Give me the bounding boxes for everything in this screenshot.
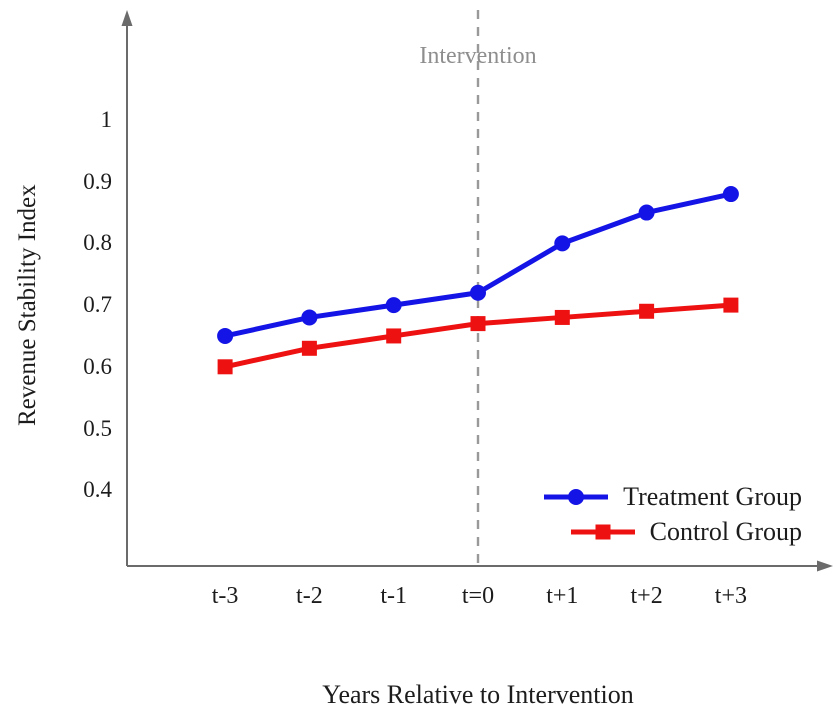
y-axis-title: Revenue Stability Index: [14, 184, 41, 426]
y-tick-label: 0.4: [83, 477, 112, 503]
legend: Treatment Group Control Group: [543, 479, 802, 549]
data-point-circle: [638, 204, 655, 221]
y-tick-label: 0.6: [83, 353, 112, 379]
data-point-circle: [217, 327, 234, 344]
y-tick-label: 1: [100, 107, 113, 132]
legend-item-control: Control Group: [570, 514, 802, 549]
data-point-square: [301, 340, 317, 356]
data-point-square: [554, 309, 570, 325]
data-point-circle: [722, 186, 739, 203]
data-point-circle: [385, 297, 402, 314]
data-point-circle: [554, 235, 571, 252]
legend-label-treatment: Treatment Group: [623, 481, 802, 511]
data-point-square: [723, 297, 739, 313]
control-legend-marker: [570, 524, 635, 539]
data-point-square: [470, 316, 486, 332]
legend-label-control: Control Group: [649, 516, 802, 546]
x-tick-label: t+3: [714, 583, 747, 609]
y-tick-label: 0.8: [83, 230, 112, 256]
data-point-circle: [470, 284, 486, 301]
x-tick-label: t-1: [380, 583, 408, 609]
x-axis-arrow-icon: [817, 560, 833, 572]
x-tick-label: t-2: [296, 583, 323, 609]
x-tick-label: t+1: [546, 583, 579, 609]
data-point-square: [217, 359, 233, 375]
intervention-annotation: Intervention: [419, 43, 537, 69]
x-tick-label: t-3: [211, 583, 239, 609]
data-point-square: [386, 328, 402, 344]
y-axis-arrow-icon: [121, 10, 133, 26]
x-tick-label: t+2: [630, 583, 663, 609]
treatment-legend-marker: [544, 488, 609, 505]
y-tick-label: 0.5: [83, 415, 112, 441]
y-tick-label: 0.7: [83, 292, 112, 318]
data-point-square: [639, 303, 655, 319]
x-axis-title: Years Relative to Intervention: [322, 680, 634, 709]
data-point-circle: [301, 309, 318, 326]
legend-item-treatment: Treatment Group: [543, 479, 802, 514]
x-tick-label: t=0: [461, 583, 495, 609]
y-tick-label: 0.9: [83, 168, 112, 194]
